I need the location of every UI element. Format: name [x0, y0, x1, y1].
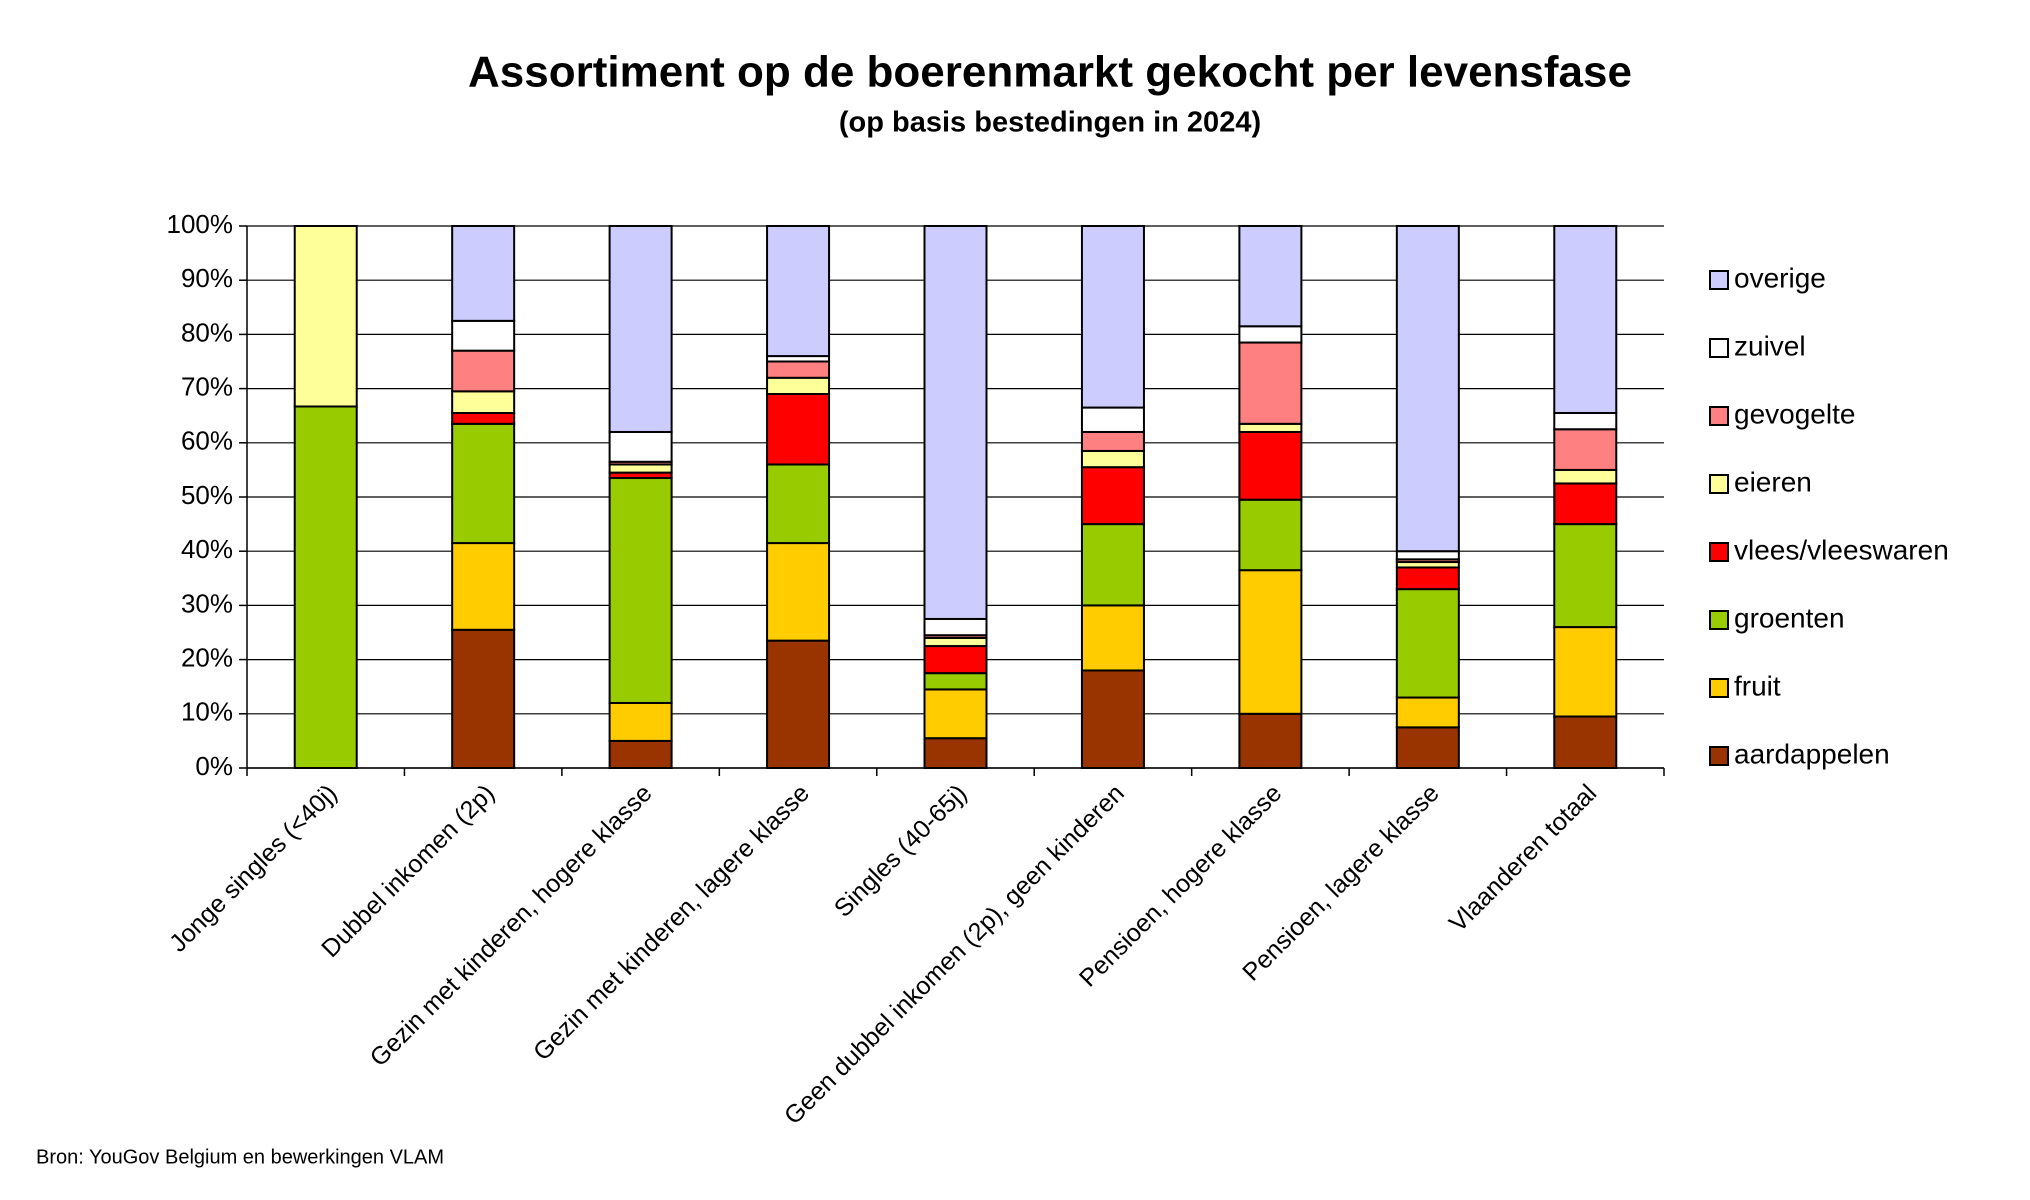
- bar-segment: [1080, 449, 1145, 469]
- y-tick-label: 60%: [181, 426, 233, 456]
- bar-segment: [1238, 430, 1303, 501]
- y-tick-label: 20%: [181, 642, 233, 672]
- bar-segment: [1553, 482, 1618, 526]
- x-tick-label: Gezin met kinderen, hogere klasse: [365, 779, 658, 1072]
- bar-segment: [1080, 604, 1145, 672]
- bar-segment: [451, 422, 516, 545]
- legend-marker: [1709, 610, 1729, 630]
- bar-segment: [1395, 566, 1460, 591]
- bar-segment: [451, 319, 516, 352]
- bar-segment: [1080, 225, 1145, 409]
- legend-label: overige: [1734, 262, 1826, 293]
- bar-segment: [451, 349, 516, 393]
- bar-segment: [1080, 466, 1145, 526]
- y-tick-label: 100%: [167, 209, 234, 239]
- x-tick-label: Geen dubbel inkomen (2p), geen kinderen: [779, 779, 1130, 1130]
- bar-segment: [451, 390, 516, 414]
- bar-segment: [1080, 523, 1145, 607]
- bar-segment: [923, 617, 988, 637]
- bar-segment: [451, 411, 516, 425]
- bar-segment: [923, 225, 988, 620]
- bar-segment: [1080, 430, 1145, 452]
- x-tick-label: Gezin met kinderen, lagere klasse: [528, 779, 815, 1066]
- y-tick-label: 40%: [181, 534, 233, 564]
- bar-segment: [1395, 696, 1460, 729]
- legend-label: groenten: [1734, 602, 1845, 633]
- legend-marker: [1709, 746, 1729, 766]
- bar-segment: [1238, 341, 1303, 425]
- bar-segment: [766, 639, 831, 770]
- bar-segment: [766, 463, 831, 545]
- bar-segment: [608, 463, 673, 474]
- bar-segment: [608, 430, 673, 463]
- bar-segment: [608, 225, 673, 433]
- bar-segment: [923, 672, 988, 691]
- bar-segment: [766, 376, 831, 396]
- chart-title: Assortiment op de boerenmarkt gekocht pe…: [468, 48, 1632, 97]
- x-tick-label: Dubbel inkomen (2p): [316, 779, 500, 963]
- bar-segment: [1238, 325, 1303, 344]
- bar-segment: [766, 542, 831, 642]
- y-tick-label: 80%: [181, 317, 233, 347]
- bar-segment: [1238, 422, 1303, 433]
- bar-segment: [608, 477, 673, 704]
- y-tick-label: 90%: [181, 263, 233, 293]
- bar-segment: [451, 628, 516, 769]
- legend-label: aardappelen: [1734, 738, 1890, 769]
- legend-marker: [1709, 474, 1729, 494]
- y-tick-label: 0%: [195, 751, 233, 781]
- y-tick-label: 50%: [181, 480, 233, 510]
- bar-segment: [1238, 569, 1303, 715]
- bar-segment: [766, 225, 831, 358]
- source-note: Bron: YouGov Belgium en bewerkingen VLAM: [36, 1146, 444, 1168]
- bar-segment: [1395, 726, 1460, 769]
- bar-segment: [451, 542, 516, 631]
- x-tick-label: Jonge singles (<40j): [164, 779, 343, 958]
- legend-label: eieren: [1734, 466, 1812, 497]
- legend-label: vlees/vleeswaren: [1734, 534, 1949, 565]
- bar-segment: [1395, 550, 1460, 561]
- chart-subtitle: (op basis bestedingen in 2024): [839, 107, 1261, 139]
- bar-segment: [1553, 468, 1618, 485]
- x-tick-label: Vlaanderen totaal: [1444, 779, 1602, 937]
- bar-segment: [1238, 225, 1303, 328]
- bar-segment: [293, 225, 358, 408]
- bar-segment: [766, 393, 831, 466]
- legend-marker: [1709, 678, 1729, 698]
- bar-segment: [1395, 588, 1460, 699]
- y-tick-label: 30%: [181, 588, 233, 618]
- bar-segment: [1080, 669, 1145, 769]
- bar-segment: [1553, 715, 1618, 770]
- bar-segment: [1080, 406, 1145, 433]
- bar-segment: [923, 737, 988, 770]
- legend-marker: [1709, 542, 1729, 562]
- bar-segment: [1553, 523, 1618, 629]
- legend-marker: [1709, 406, 1729, 426]
- bar-segment: [766, 360, 831, 379]
- bar-segment: [1238, 498, 1303, 572]
- legend-marker: [1709, 270, 1729, 290]
- y-tick-label: 10%: [181, 697, 233, 727]
- bar-segment: [1395, 225, 1460, 553]
- y-tick-label: 70%: [181, 371, 233, 401]
- legend-label: zuivel: [1734, 330, 1806, 361]
- bar-segment: [1238, 712, 1303, 769]
- bar-segment: [1553, 626, 1618, 718]
- bar-segment: [608, 739, 673, 770]
- legend-label: gevogelte: [1734, 398, 1855, 429]
- x-tick-label: Singles (40-65j): [829, 779, 973, 923]
- bar-segment: [923, 688, 988, 740]
- bar-segment: [923, 636, 988, 648]
- bar-segment: [1553, 411, 1618, 431]
- bar-segment: [608, 701, 673, 742]
- bar-segment: [451, 225, 516, 322]
- bar-segment: [1553, 428, 1618, 471]
- legend-marker: [1709, 338, 1729, 358]
- bar-segment: [293, 405, 358, 769]
- bar-segment: [923, 645, 988, 675]
- legend-label: fruit: [1734, 670, 1781, 701]
- bar-segment: [1553, 225, 1618, 414]
